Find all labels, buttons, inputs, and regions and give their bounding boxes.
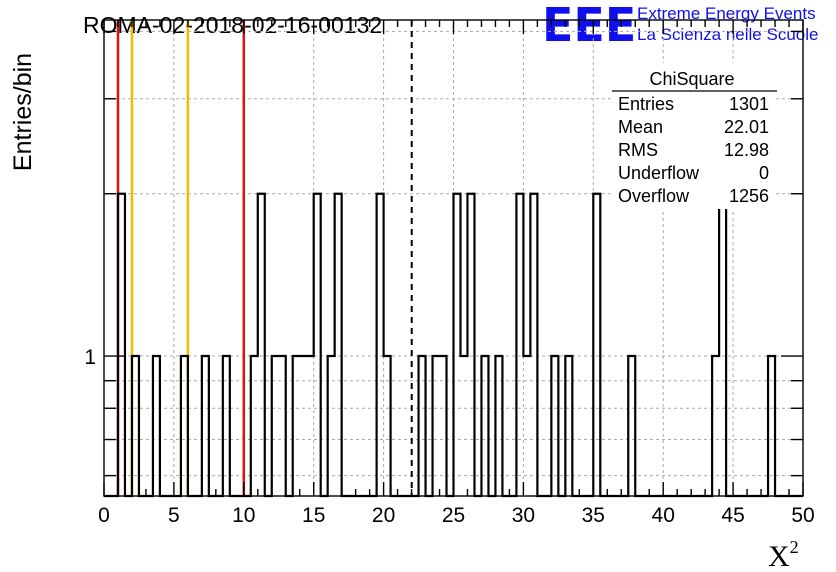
y-tick-labels: 1 xyxy=(84,346,96,369)
x-tick-label: 25 xyxy=(442,504,465,527)
stats-row-value: 0 xyxy=(759,163,769,183)
x-axis-label-superscript: 2 xyxy=(790,537,799,557)
stats-row-value: 1256 xyxy=(729,186,769,206)
stats-row-value: 12.98 xyxy=(724,140,769,160)
x-tick-label: 15 xyxy=(302,504,325,527)
x-tick-label: 35 xyxy=(582,504,605,527)
logo-text: EEE xyxy=(542,0,636,52)
stats-row-label: RMS xyxy=(618,140,658,160)
x-tick-label: 50 xyxy=(791,504,814,527)
stats-rows: Entries 1301 Mean 22.01 RMS 12.98 Underflow 0 Ov… xyxy=(618,94,769,206)
x-axis-label-symbol: X xyxy=(768,540,790,572)
stats-row-label: Underflow xyxy=(618,163,700,183)
x-tick-labels: 0 5 10 15 20 25 30 35 40 45 50 xyxy=(98,504,815,527)
stats-row-value: 22.01 xyxy=(724,117,769,137)
stats-box-background xyxy=(612,63,774,209)
x-tick-label: 0 xyxy=(98,504,110,527)
histogram-outline xyxy=(104,192,803,498)
x-tick-label: 30 xyxy=(512,504,535,527)
x-tick-label: 5 xyxy=(168,504,180,527)
axis-ticks xyxy=(103,20,804,496)
logo-line-2: La Scienza nelle Scuole xyxy=(637,25,818,44)
x-axis-label: X2 xyxy=(768,537,799,572)
stats-title: ChiSquare xyxy=(649,69,734,89)
stats-row-label: Overflow xyxy=(618,186,690,206)
stats-row-label: Mean xyxy=(618,117,663,137)
x-tick-label: 10 xyxy=(232,504,255,527)
x-tick-label: 45 xyxy=(721,504,744,527)
logo-line-1: Extreme Energy Events xyxy=(637,4,816,23)
y-tick-label: 1 xyxy=(84,346,96,369)
chart-title: ROMA-02-2018-02-16-00132 xyxy=(83,12,382,38)
x-tick-label: 40 xyxy=(652,504,675,527)
y-axis-label: Entries/bin xyxy=(9,53,37,171)
stats-row-label: Entries xyxy=(618,94,674,114)
x-tick-label: 20 xyxy=(372,504,395,527)
stats-box: ChiSquare Entries 1301 Mean 22.01 RMS 12.98 Un… xyxy=(612,63,777,209)
stats-row-value: 1301 xyxy=(729,94,769,114)
